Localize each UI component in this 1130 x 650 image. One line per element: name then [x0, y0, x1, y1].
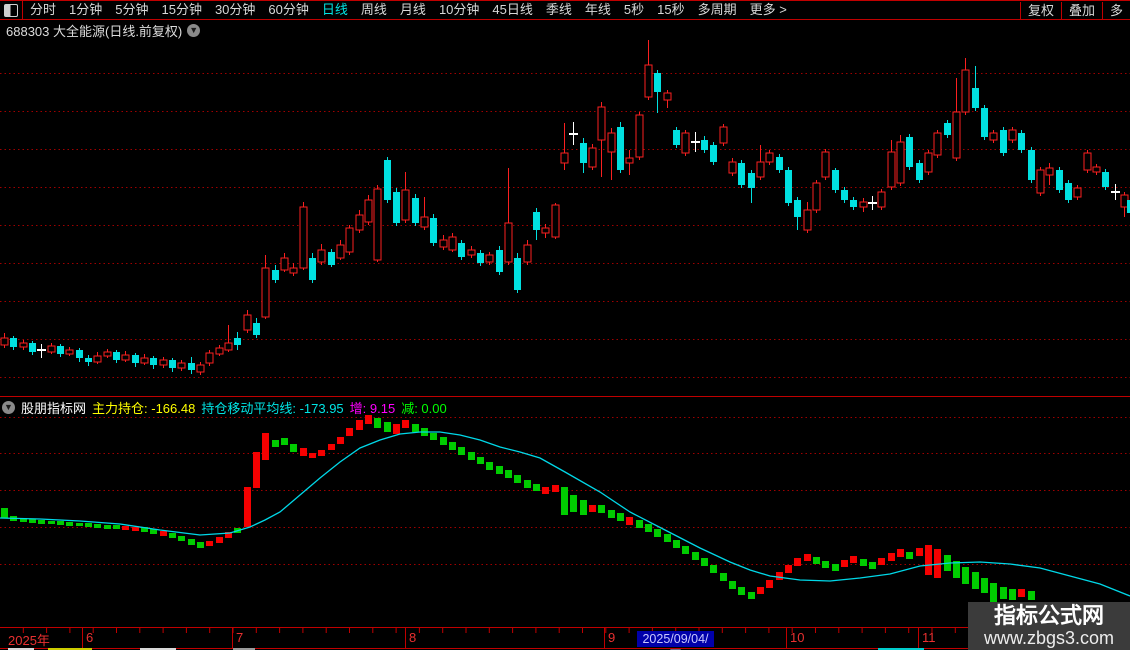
tab-more[interactable]: 更多 > [749, 2, 787, 17]
tab-45day[interactable]: 45日线 [492, 2, 533, 17]
tab-5sec[interactable]: 5秒 [623, 2, 645, 17]
period-tab-list: 分时 1分钟 5分钟 15分钟 30分钟 60分钟 日线 周线 月线 10分钟 … [23, 1, 1130, 19]
toolbar-right-group: 复权 叠加 多 [1019, 2, 1130, 20]
layout-toggle-button[interactable] [0, 1, 23, 19]
axis-month-10: 10 [790, 630, 805, 645]
increase-value: 增: 9.15 [349, 401, 396, 416]
tab-monthly[interactable]: 月线 [399, 2, 426, 17]
tab-multi-period[interactable]: 多周期 [697, 2, 737, 17]
tab-15sec[interactable]: 15秒 [657, 2, 685, 17]
stock-title: 688303 大全能源(日线.前复权) [6, 24, 183, 39]
main-force-holdings-value: 主力持仓: -166.48 [92, 401, 196, 416]
tab-10min[interactable]: 10分钟 [438, 2, 480, 17]
tab-30min[interactable]: 30分钟 [214, 2, 256, 17]
multi-stock-button[interactable]: 多 [1101, 2, 1130, 20]
indicator-header: ▼ 股朋指标网 主力持仓: -166.48 持仓移动平均线: -173.95 增… [2, 399, 447, 416]
axis-month-11: 11 [922, 630, 936, 645]
tab-1min[interactable]: 1分钟 [69, 2, 103, 17]
decrease-value: 减: 0.00 [401, 401, 447, 416]
tab-weekly[interactable]: 周线 [360, 2, 387, 17]
tab-fenshi[interactable]: 分时 [30, 2, 57, 17]
crosshair-date-readout: 2025/09/04/四 [637, 631, 714, 650]
tab-5min[interactable]: 5分钟 [115, 2, 149, 17]
tab-yearly[interactable]: 年线 [584, 2, 611, 17]
axis-month-6: 6 [86, 630, 94, 645]
watermark-url: www.zbgs3.com [983, 628, 1115, 648]
watermark-site-name: 指标公式网 [993, 603, 1104, 628]
split-panel-icon [4, 3, 18, 17]
adjust-price-button[interactable]: 复权 [1019, 2, 1061, 20]
axis-month-7: 7 [236, 630, 244, 645]
tab-15min[interactable]: 15分钟 [161, 2, 202, 17]
site-watermark: 指标公式网 www.zbgs3.com [968, 602, 1130, 650]
indicator-source-label: 股朋指标网 [21, 401, 87, 416]
axis-month-8: 8 [409, 630, 417, 645]
tab-daily-active[interactable]: 日线 [321, 2, 348, 17]
tab-quarterly[interactable]: 季线 [545, 2, 572, 17]
tab-60min[interactable]: 60分钟 [268, 2, 309, 17]
stock-title-bar: 688303 大全能源(日线.前复权) ▼ [6, 21, 201, 40]
axis-month-9: 9 [608, 630, 616, 645]
holdings-ma-value: 持仓移动平均线: -173.95 [201, 401, 344, 416]
overlay-button[interactable]: 叠加 [1060, 2, 1102, 20]
axis-year-label: 2025年 [8, 633, 50, 648]
period-toolbar: 分时 1分钟 5分钟 15分钟 30分钟 60分钟 日线 周线 月线 10分钟 … [0, 0, 1130, 20]
title-dropdown-icon[interactable]: ▼ [187, 24, 201, 37]
indicator-collapse-icon[interactable]: ▼ [2, 401, 15, 414]
